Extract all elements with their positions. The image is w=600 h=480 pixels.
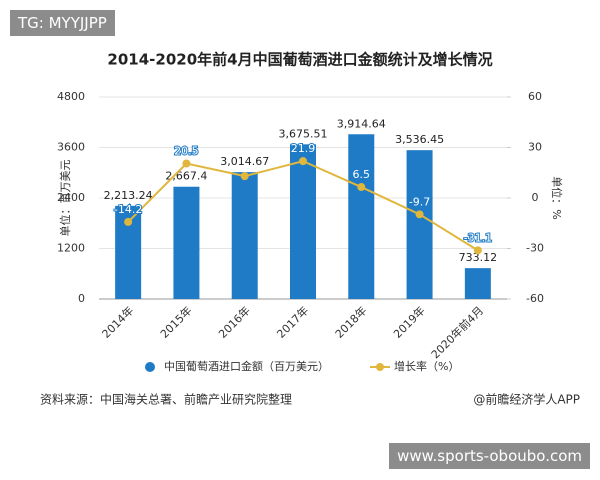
x-tick-label: 2015年 (157, 303, 194, 340)
y-tick-label: 0 (78, 292, 85, 305)
bar-value-label: 2,667.4 (165, 170, 207, 183)
bar-value-label: 3,675.51 (279, 127, 328, 140)
legend-label: 增长率（%） (394, 359, 459, 373)
y-tick-label: 4800 (57, 90, 85, 103)
x-tick-label: 2014年 (99, 303, 136, 340)
bar-value-label: 733.12 (459, 251, 498, 264)
line-point (240, 172, 249, 181)
y2-tick-label: 60 (528, 90, 542, 103)
bar (231, 172, 258, 299)
x-tick-label: 2016年 (215, 303, 252, 340)
watermark-badge: TG: MYYJJPP (10, 10, 115, 36)
bar (348, 134, 375, 299)
y2-axis-label: 单位：% (550, 176, 564, 219)
bar (173, 186, 200, 299)
y2-tick-label: 30 (528, 141, 542, 154)
bar (464, 268, 491, 299)
source: 资料来源：中国海关总署、前瞻产业研究院整理 (40, 392, 292, 407)
y-tick-label: 3600 (57, 141, 85, 154)
bar (290, 144, 316, 299)
line-point (182, 159, 191, 168)
y-tick-label: 2400 (57, 191, 85, 204)
legend-label: 中国葡萄酒进口金额（百万美元） (164, 359, 329, 373)
line-point (473, 246, 482, 255)
line-value-label: 6.5 (353, 168, 371, 181)
y2-tick-label: 0 (532, 191, 539, 204)
line-value-label: 20.5 (174, 144, 199, 157)
legend-swatch (145, 362, 155, 372)
bar-value-label: 2,213.24 (104, 189, 153, 202)
line-point (357, 183, 366, 192)
line-value-label: -14.2 (114, 203, 142, 216)
x-tick-label: 2017年 (274, 303, 311, 340)
legend-swatch (376, 363, 384, 371)
watermark-url: www.sports-oboubo.com (389, 443, 590, 469)
line-value-label: -9.7 (409, 195, 430, 208)
y-tick-label: 1200 (57, 242, 85, 255)
line-value-label: -31.1 (464, 231, 492, 244)
y-axis-label: 单位：百万美元 (58, 160, 72, 237)
line-point (299, 157, 307, 166)
x-tick-label: 2020年前4月 (428, 303, 486, 361)
line-value-label: 21.9 (291, 142, 316, 155)
line-point (415, 210, 424, 219)
x-tick-label: 2018年 (332, 303, 369, 340)
y2-tick-label: -60 (526, 292, 544, 305)
y2-tick-label: -30 (526, 242, 544, 255)
bar (406, 150, 433, 299)
chart-title: 2014-2020年前4月中国葡萄酒进口金额统计及增长情况 (107, 51, 492, 69)
credit: @前瞻经济学人APP (473, 392, 580, 407)
x-tick-label: 2019年 (390, 303, 427, 340)
line-point (124, 217, 133, 226)
bar-value-label: 3,014.67 (220, 155, 269, 168)
bar-value-label: 3,536.45 (395, 133, 444, 146)
bar-value-label: 3,914.64 (337, 117, 386, 130)
